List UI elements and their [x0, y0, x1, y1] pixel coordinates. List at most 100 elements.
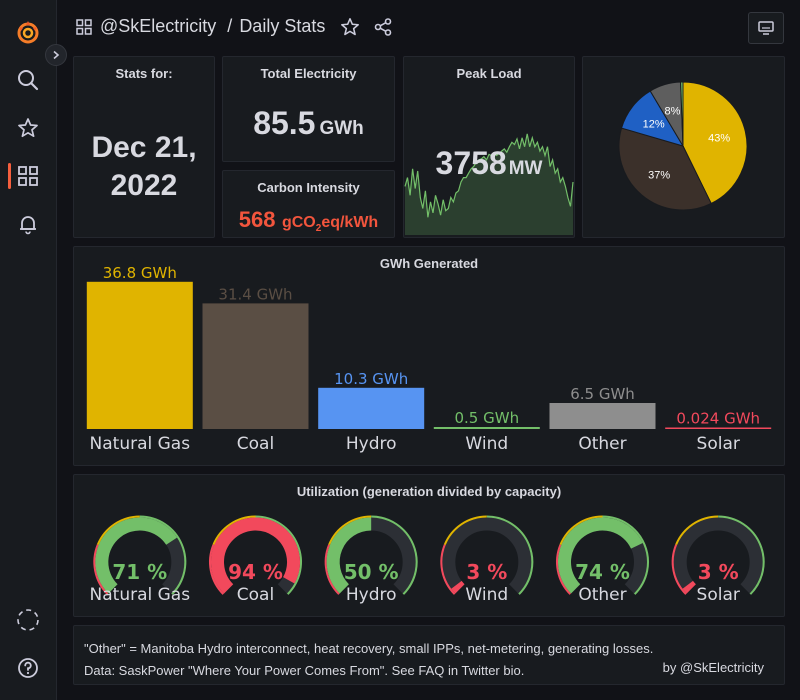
bar-category-solar: Solar — [697, 434, 740, 454]
utilization-title: Utilization (generation divided by capac… — [296, 484, 562, 499]
peak-load-panel: Peak Load 3758 MW — [403, 56, 575, 238]
bar-category-natural-gas: Natural Gas — [90, 434, 191, 454]
peak-load-title: Peak Load — [456, 66, 522, 81]
carbon-unit-pre: gCO — [281, 214, 316, 231]
peak-load-value: 3758 MW — [404, 145, 574, 182]
pie-label-other: 8% — [665, 105, 681, 117]
gauge-threshold-wind-0 — [440, 544, 457, 595]
gauge-value-hydro: 50 % — [344, 560, 399, 584]
search-icon[interactable] — [14, 66, 42, 94]
total-electricity-panel: Total Electricity 85.5 GWh — [222, 56, 395, 162]
peak-load-unit: MW — [508, 158, 543, 179]
gauge-threshold-other-2 — [602, 515, 649, 595]
gauge-threshold-solar-1 — [675, 515, 719, 546]
gauge-threshold-wind-2 — [486, 515, 534, 595]
breadcrumb-org[interactable]: @SkElectricity — [100, 16, 217, 36]
stats-for-panel: Stats for: Dec 21, 2022 — [73, 56, 215, 238]
gauge-value-other: 74 % — [575, 560, 630, 584]
bar-category-other: Other — [578, 434, 626, 454]
bar-value-solar: 0.024 GWh — [676, 410, 760, 428]
carbon-intensity-value: 568 gCO2eq/kWh — [223, 207, 394, 234]
gauge-fill-other — [558, 517, 643, 594]
gauge-threshold-other-0 — [556, 544, 572, 595]
monitor-icon — [758, 21, 774, 35]
dashboard-grid-icon — [76, 18, 92, 35]
dashboards-icon[interactable] — [14, 162, 42, 190]
bar-value-hydro: 10.3 GWh — [334, 370, 408, 388]
gauge-threshold-natural-gas-0 — [93, 544, 110, 595]
carbon-unit-sub: 2 — [315, 223, 322, 235]
gauge-value-wind: 3 % — [466, 560, 507, 584]
breadcrumb-separator: / — [227, 16, 233, 36]
tv-mode-button[interactable] — [748, 12, 784, 44]
total-electricity-value: 85.5 GWh — [223, 105, 394, 142]
gauge-threshold-solar-0 — [671, 544, 688, 595]
gauge-threshold-hydro-2 — [371, 515, 418, 595]
pie-label-natural-gas: 43% — [708, 133, 730, 145]
gauge-threshold-coal-1 — [212, 515, 256, 546]
stats-date-line1: Dec 21, — [91, 131, 197, 164]
pie-slice-wind — [680, 81, 684, 147]
user-avatar-icon[interactable] — [14, 606, 42, 634]
footer-line1: "Other" = Manitoba Hydro interconnect, h… — [84, 641, 654, 656]
gauge-fill-solar — [682, 580, 696, 594]
peak-load-sparkline — [404, 133, 574, 235]
gauge-category-other: Other — [578, 585, 626, 605]
gwh-bar-chart: 36.8 GWh Natural Gas 31.4 GWh Coal 10.3 GWh H… — [86, 264, 772, 454]
help-icon[interactable] — [14, 654, 42, 682]
footer-byline: by @SkElectricity — [662, 660, 764, 675]
gauge-category-natural-gas: Natural Gas — [90, 585, 191, 605]
peak-load-line — [404, 133, 574, 218]
generation-share-pie: 43% 37% 12%8% — [618, 81, 748, 211]
sidebar — [0, 0, 57, 700]
stats-date: Dec 21, 2022 — [74, 129, 214, 205]
gauge-category-hydro: Hydro — [346, 585, 397, 605]
sidebar-expand-button[interactable] — [45, 44, 67, 66]
share-icon[interactable] — [373, 17, 393, 37]
stats-for-title: Stats for: — [115, 66, 173, 81]
gauge-threshold-wind-1 — [443, 515, 487, 546]
gwh-generated-panel: GWh Generated 36.8 GWh Natural Gas 31.4 GW… — [73, 246, 785, 466]
gauge-value-natural-gas: 71 % — [112, 560, 167, 584]
gauge-threshold-natural-gas-1 — [96, 515, 140, 546]
utilization-panel: Utilization (generation divided by capac… — [73, 474, 785, 617]
bar-wind — [433, 427, 540, 429]
star-icon[interactable] — [14, 114, 42, 142]
gauge-threshold-hydro-0 — [324, 544, 341, 595]
bar-natural-gas — [86, 281, 193, 429]
stats-date-line2: 2022 — [110, 169, 178, 202]
grafana-logo-icon[interactable] — [14, 18, 42, 46]
bar-category-wind: Wind — [465, 434, 508, 454]
gauge-value-coal: 94 % — [228, 560, 283, 584]
bar-value-wind: 0.5 GWh — [455, 409, 520, 427]
carbon-intensity-panel: Carbon Intensity 568 gCO2eq/kWh — [222, 170, 395, 238]
top-bar: @SkElectricity / Daily Stats — [57, 0, 800, 56]
bar-category-coal: Coal — [237, 434, 274, 454]
bar-category-hydro: Hydro — [346, 434, 397, 454]
pie-slice-coal — [618, 127, 712, 211]
gauge-threshold-other-1 — [559, 515, 603, 546]
footer-line2: Data: SaskPower "Where Your Power Comes … — [84, 663, 525, 678]
gauge-threshold-solar-2 — [718, 515, 765, 595]
carbon-unit-post: eq/kWh — [321, 214, 379, 231]
bar-value-natural-gas: 36.8 GWh — [103, 264, 177, 282]
gauge-threshold-hydro-1 — [328, 515, 372, 546]
breadcrumb-dashboard[interactable]: Daily Stats — [239, 16, 326, 36]
bar-coal — [202, 303, 309, 429]
active-indicator — [8, 163, 11, 189]
gauge-threshold-coal-2 — [255, 515, 302, 595]
bar-value-other: 6.5 GWh — [570, 385, 635, 403]
gauge-fill-coal — [211, 517, 300, 594]
gauge-category-wind: Wind — [465, 585, 508, 605]
star-favorite-icon[interactable] — [340, 17, 360, 37]
gauge-fill-wind — [451, 580, 465, 594]
carbon-intensity-unit: gCO2eq/kWh — [281, 214, 379, 235]
breadcrumb: @SkElectricity / Daily Stats — [75, 16, 393, 37]
pie-label-coal: 37% — [648, 169, 670, 181]
bar-other — [549, 403, 656, 429]
pie-slice-natural-gas — [682, 81, 748, 205]
gwh-generated-title: GWh Generated — [379, 256, 479, 271]
footer-notes-panel: "Other" = Manitoba Hydro interconnect, h… — [73, 625, 785, 685]
bell-icon[interactable] — [14, 210, 42, 238]
